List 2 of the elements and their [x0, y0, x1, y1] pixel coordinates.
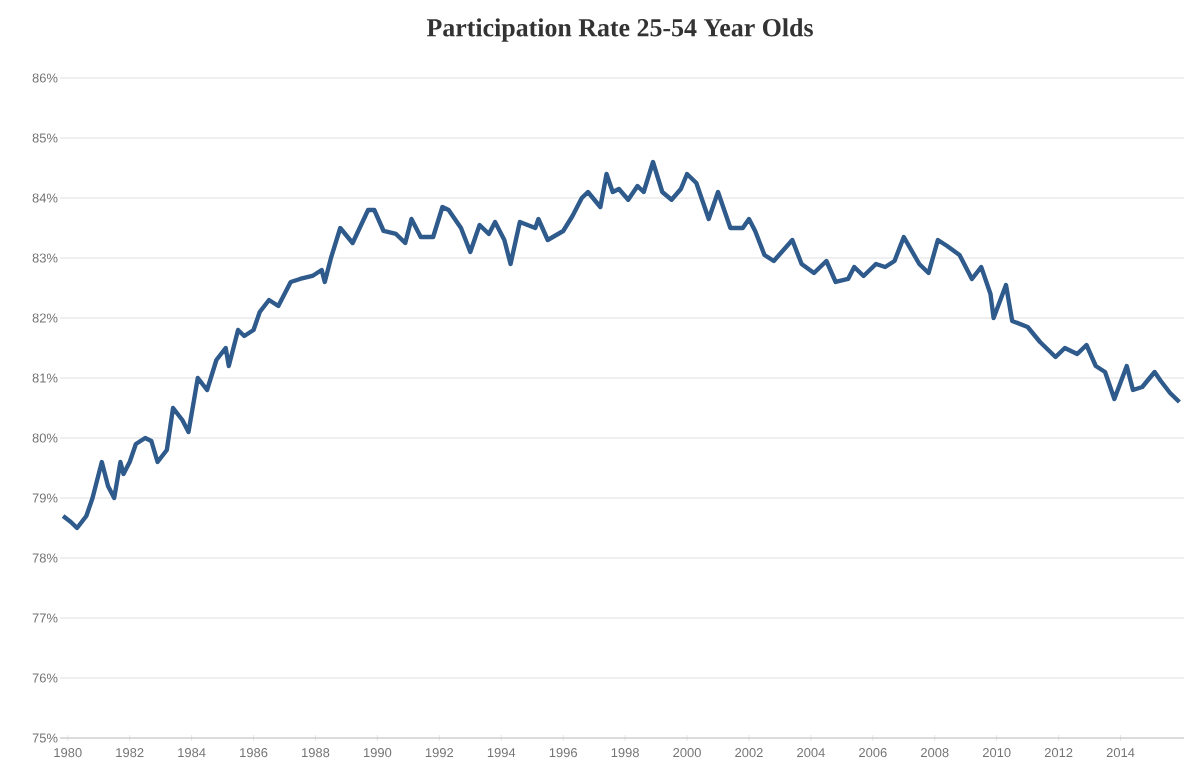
line-series	[60, 159, 1182, 531]
chart-title: Participation Rate 25-54 Year Olds	[426, 18, 813, 42]
